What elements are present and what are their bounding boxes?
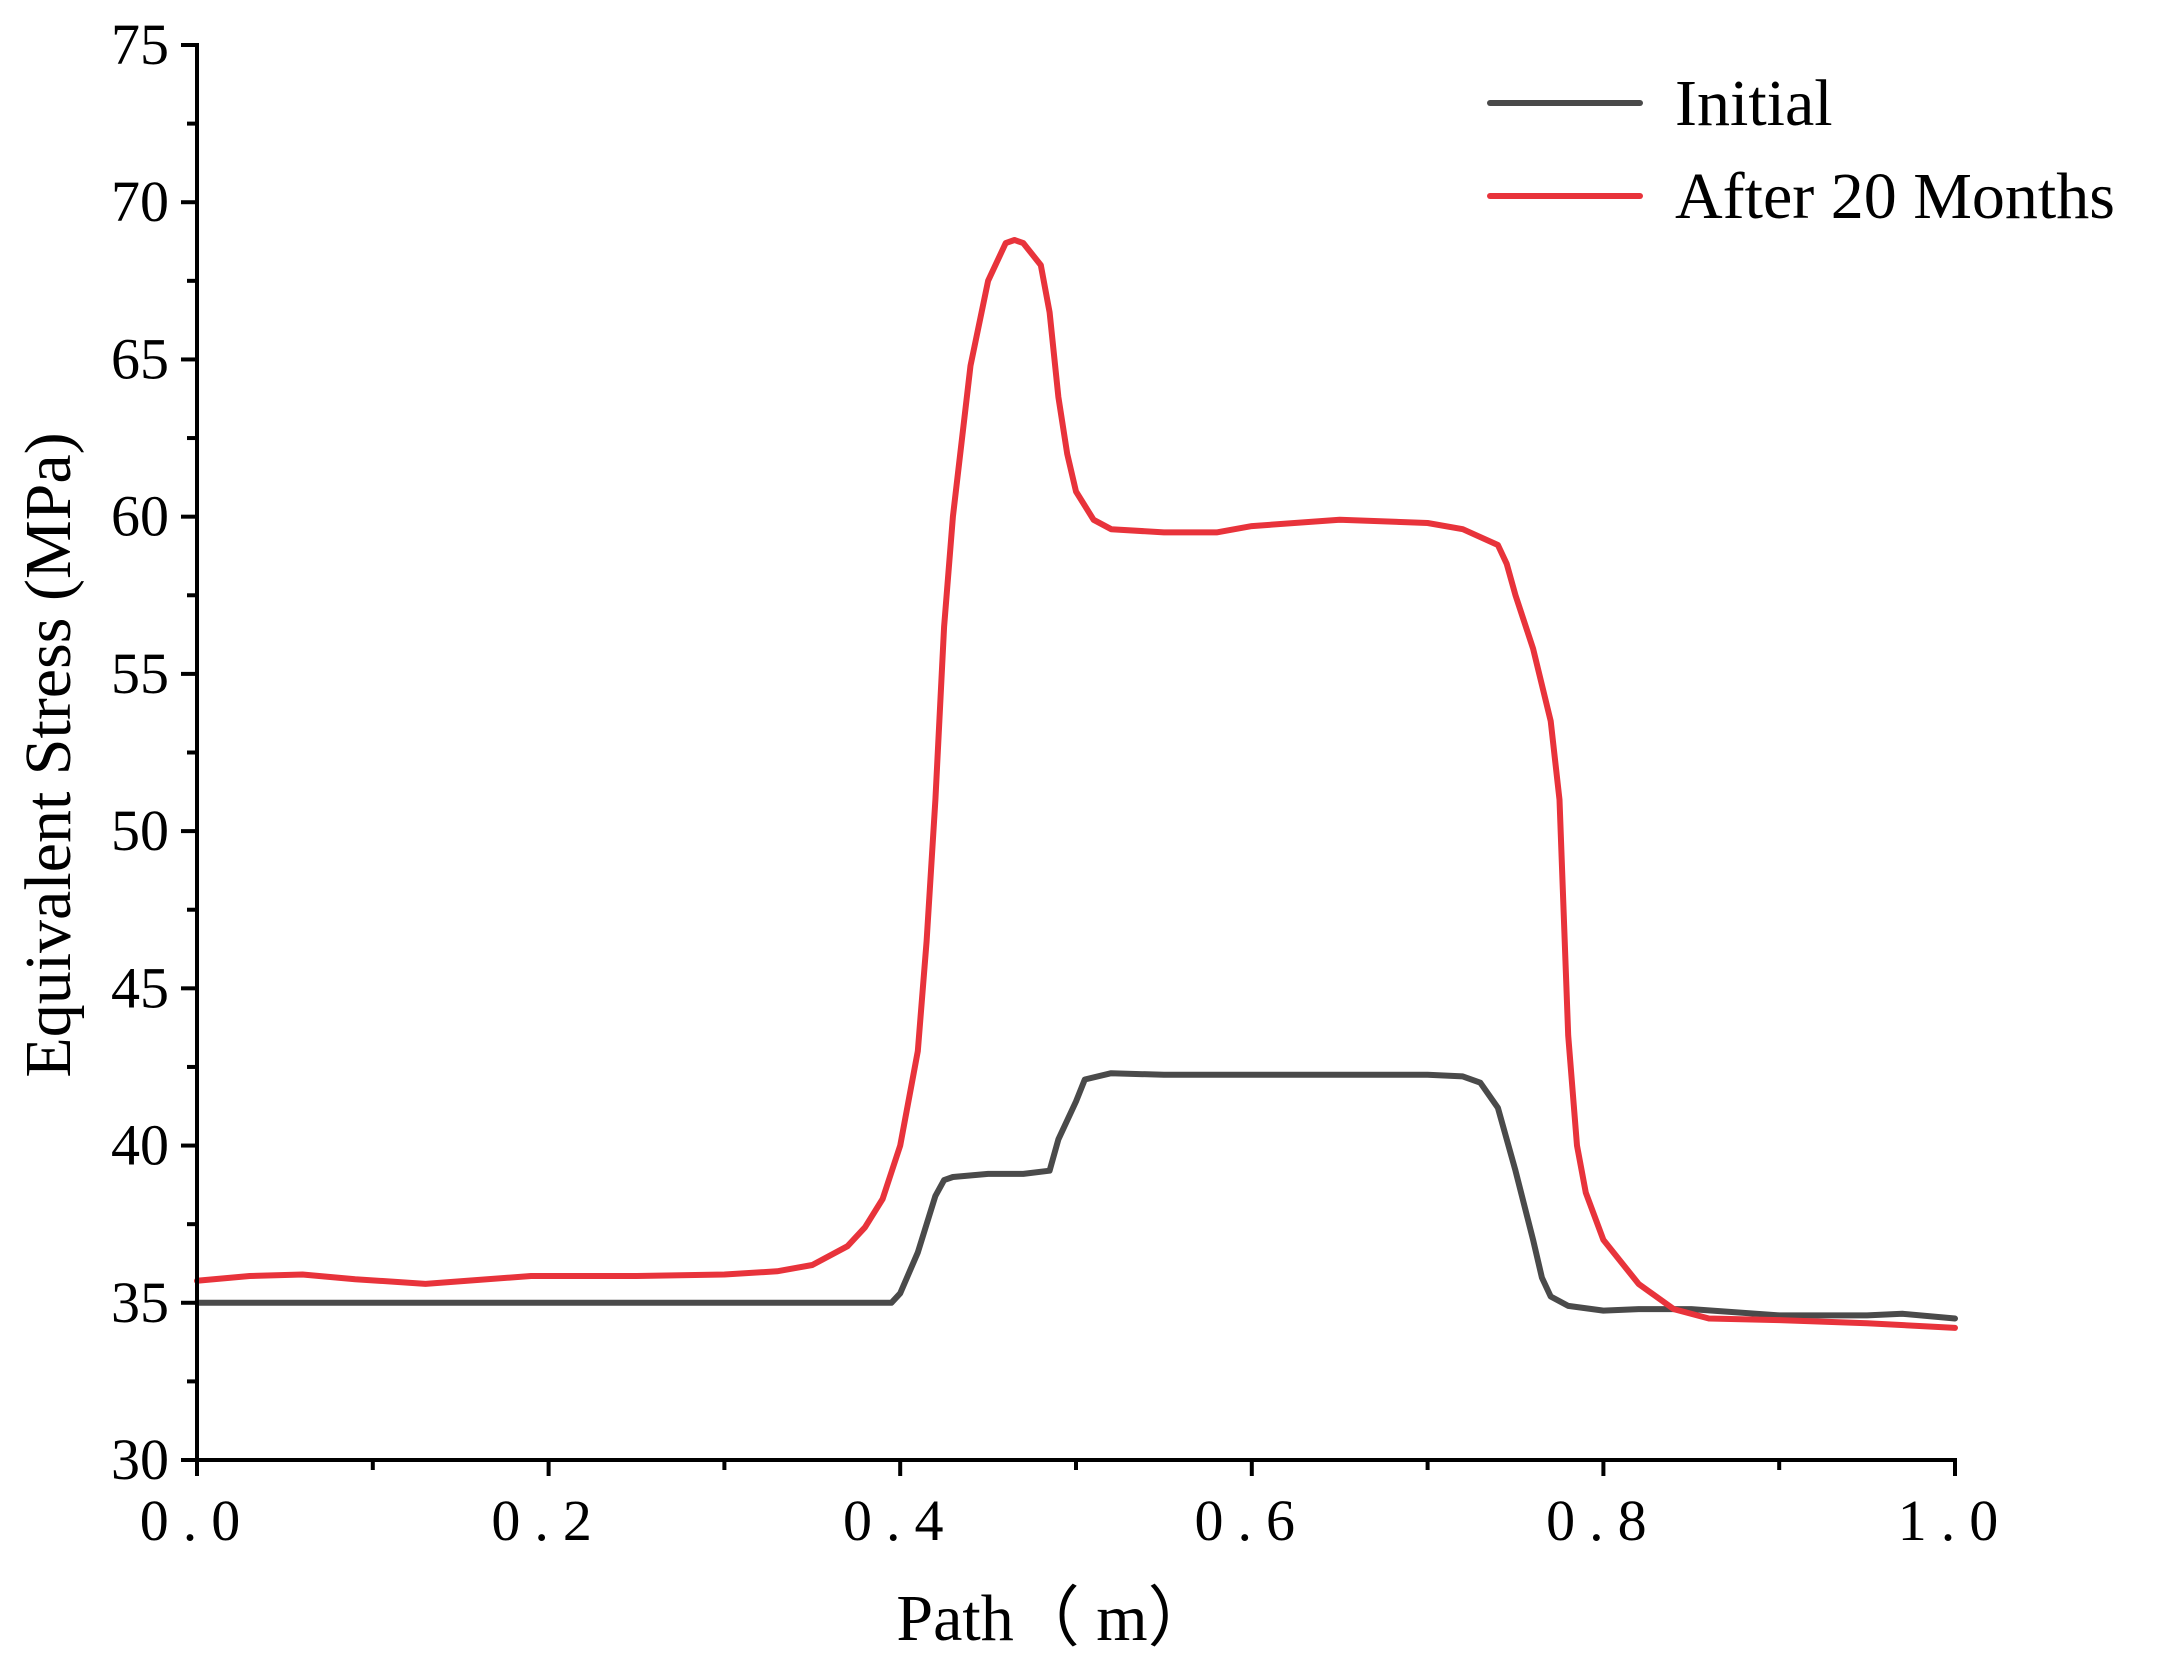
y-tick-label: 75 <box>111 12 169 77</box>
y-tick-label: 45 <box>111 955 169 1020</box>
x-tick-label: 0.0 <box>140 1488 255 1553</box>
legend-label: Initial <box>1675 67 1833 140</box>
plot-area <box>194 237 1958 1331</box>
axes: 30 35 40 45 50 55 60 65 70 75 0.0 0.2 0.4 0.6 0.8 1.0 <box>111 12 2013 1553</box>
x-tick-label: 0.8 <box>1546 1488 1661 1553</box>
y-tick-label: 60 <box>111 484 169 549</box>
y-tick-label: 70 <box>111 169 169 234</box>
series-line-after-20-months <box>194 237 1958 1331</box>
y-axis-title: Equivalent Stress (MPa) <box>12 432 85 1077</box>
x-tick-label: 0.4 <box>843 1488 958 1553</box>
legend: Initial After 20 Months <box>1487 67 2115 233</box>
x-axis-title: Path（ m） <box>896 1582 1213 1655</box>
x-tick-label: 0.6 <box>1195 1488 1310 1553</box>
x-tick-label: 0.2 <box>491 1488 606 1553</box>
y-tick-label: 40 <box>111 1113 169 1178</box>
y-tick-label: 35 <box>111 1270 169 1335</box>
y-tick-label: 55 <box>111 641 169 706</box>
x-tick-label: 1.0 <box>1898 1488 2013 1553</box>
legend-label: After 20 Months <box>1675 160 2115 233</box>
series-line-initial <box>194 1070 1958 1322</box>
y-tick-label: 30 <box>111 1427 169 1492</box>
y-tick-label: 65 <box>111 326 169 391</box>
y-tick-label: 50 <box>111 798 169 863</box>
